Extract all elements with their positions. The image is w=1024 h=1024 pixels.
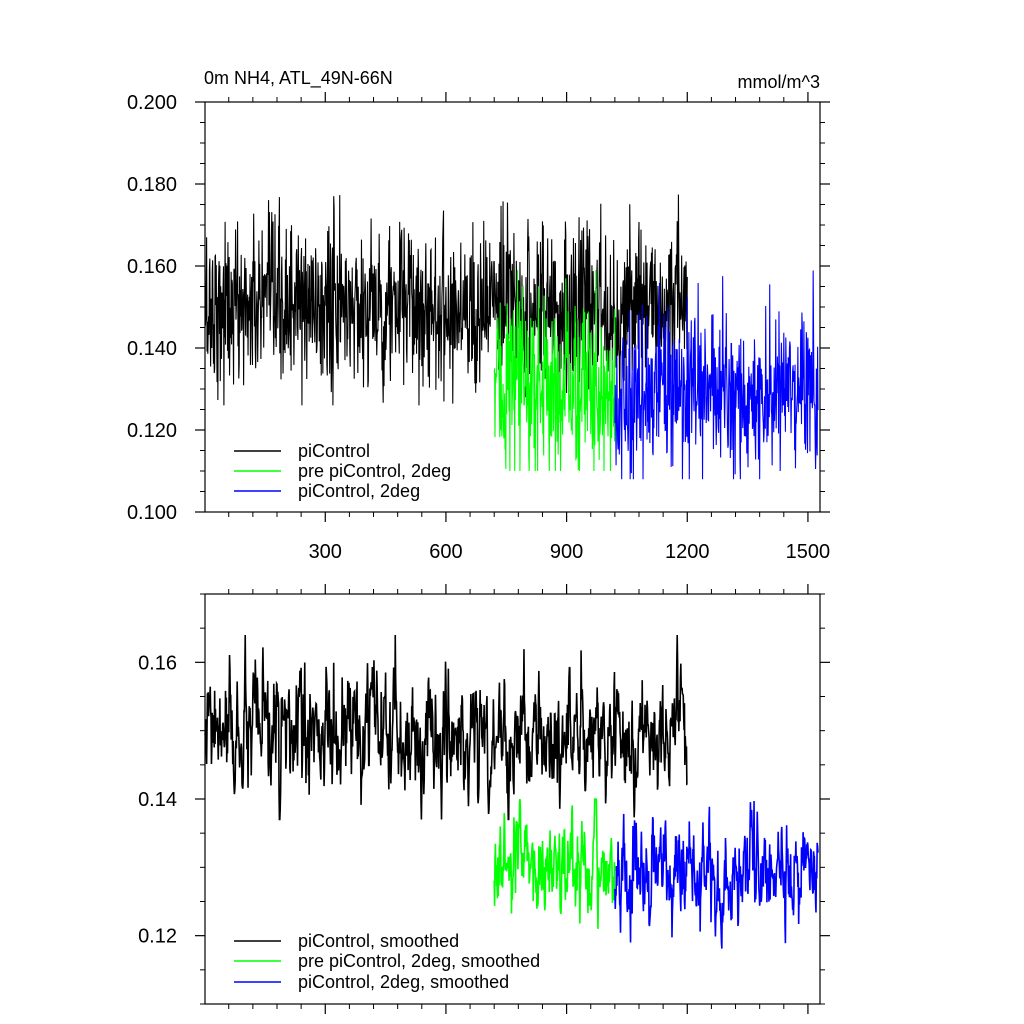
y-tick-label: 0.12: [138, 926, 177, 948]
top-panel-units: mmol/m^3: [738, 72, 820, 92]
y-tick-label: 0.180: [127, 174, 177, 196]
top-panel-title: 0m NH4, ATL_49N-66N: [204, 68, 393, 89]
series-line-pre-picontrol-2deg-smoothed: [493, 798, 616, 929]
x-tick-label: 900: [550, 541, 583, 563]
series-line-picontrol-2deg-smoothed: [614, 800, 819, 949]
y-tick-label: 0.120: [127, 420, 177, 442]
legend-label-picontrol-2deg: piControl, 2deg: [298, 481, 420, 501]
legend-label-pre-picontrol-2deg-smoothed: pre piControl, 2deg, smoothed: [298, 951, 540, 971]
legend-label-picontrol: piControl: [298, 441, 370, 461]
y-tick-label: 0.16: [138, 652, 177, 674]
top-panel-ticks: 300 600 900 1200 1500 0.100 0.120 0.140 0.160 0.1…: [127, 92, 830, 563]
series-line-picontrol-2deg: [614, 270, 819, 480]
legend-label-picontrol-2deg-smoothed: piControl, 2deg, smoothed: [298, 972, 509, 992]
y-tick-label: 0.100: [127, 502, 177, 524]
series-line-picontrol-smoothed: [204, 634, 688, 821]
series-line-pre-picontrol-2deg: [493, 270, 616, 472]
x-tick-label: 1200: [665, 541, 710, 563]
bottom-panel: 0.12 0.14 0.16 piControl, smoothed pre piC…: [138, 584, 830, 1014]
top-panel-legend: piControl pre piControl, 2deg piControl,…: [234, 441, 451, 501]
legend-label-picontrol-smoothed: piControl, smoothed: [298, 931, 459, 951]
y-tick-label: 0.200: [127, 92, 177, 114]
legend-label-pre-picontrol-2deg: pre piControl, 2deg: [298, 461, 451, 481]
y-tick-label: 0.160: [127, 256, 177, 278]
bottom-panel-ticks: 0.12 0.14 0.16: [138, 584, 830, 1014]
bottom-panel-series: [204, 634, 819, 949]
top-panel-series: [204, 194, 819, 480]
x-tick-label: 300: [309, 541, 342, 563]
top-panel: 0m NH4, ATL_49N-66N mmol/m^3 300 600 900 12…: [127, 68, 830, 563]
x-tick-label: 600: [429, 541, 462, 563]
y-tick-label: 0.14: [138, 789, 177, 811]
y-tick-label: 0.140: [127, 338, 177, 360]
bottom-panel-legend: piControl, smoothed pre piControl, 2deg,…: [234, 931, 540, 992]
x-tick-label: 1500: [786, 541, 831, 563]
